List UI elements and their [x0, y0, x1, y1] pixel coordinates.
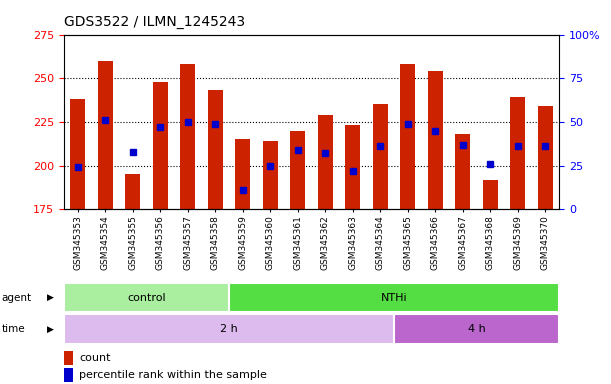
- Bar: [394, 314, 559, 344]
- Bar: [64, 283, 229, 312]
- Text: control: control: [127, 293, 166, 303]
- Bar: [229, 283, 559, 312]
- Text: agent: agent: [1, 293, 31, 303]
- Text: ▶: ▶: [47, 325, 54, 334]
- Bar: [428, 71, 443, 209]
- Text: NTHi: NTHi: [381, 293, 408, 303]
- Text: time: time: [1, 324, 25, 334]
- Bar: [290, 131, 306, 209]
- Bar: [235, 139, 251, 209]
- Bar: [510, 98, 525, 209]
- Text: 2 h: 2 h: [220, 324, 238, 334]
- Bar: [318, 115, 333, 209]
- Bar: [64, 351, 73, 365]
- Bar: [64, 314, 394, 344]
- Text: percentile rank within the sample: percentile rank within the sample: [79, 369, 267, 379]
- Bar: [400, 64, 415, 209]
- Bar: [208, 91, 223, 209]
- Bar: [98, 61, 113, 209]
- Bar: [455, 134, 470, 209]
- Bar: [180, 64, 196, 209]
- Text: count: count: [79, 353, 111, 363]
- Bar: [538, 106, 553, 209]
- Bar: [263, 141, 278, 209]
- Bar: [483, 180, 498, 209]
- Bar: [373, 104, 388, 209]
- Bar: [125, 174, 141, 209]
- Text: ▶: ▶: [47, 293, 54, 302]
- Bar: [64, 368, 73, 382]
- Text: GDS3522 / ILMN_1245243: GDS3522 / ILMN_1245243: [64, 15, 245, 29]
- Bar: [70, 99, 86, 209]
- Bar: [345, 126, 360, 209]
- Text: 4 h: 4 h: [467, 324, 486, 334]
- Bar: [153, 82, 168, 209]
